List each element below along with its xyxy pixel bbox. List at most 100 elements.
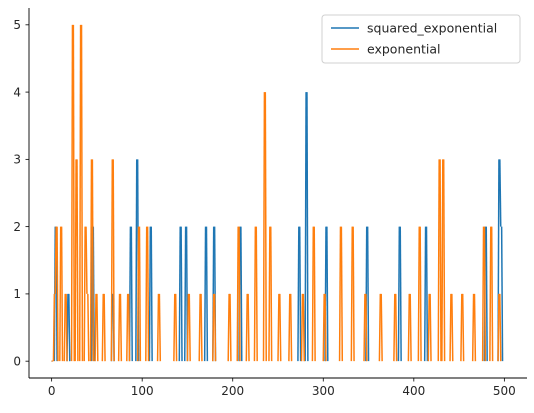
series-exponential-segment-96 <box>499 293 502 362</box>
series-exponential-segment-83 <box>441 159 444 362</box>
series-exponential-segment-73 <box>393 293 396 362</box>
series-exponential-segment-78 <box>419 226 422 362</box>
series-squared_exponential-segment-33 <box>397 226 401 362</box>
series-exponential <box>51 24 502 362</box>
series-exponential-segment-29 <box>136 226 140 362</box>
series-squared_exponential-segment-32 <box>366 226 370 362</box>
series-exponential-segment-33 <box>156 293 160 362</box>
series-squared_exponential-segment-27 <box>304 92 307 362</box>
series-exponential-segment-9 <box>72 24 76 362</box>
series-exponential-segment-47 <box>245 293 248 362</box>
series-squared_exponential-segment-34 <box>399 226 402 362</box>
series-exponential-segment-64 <box>324 293 327 362</box>
series-exponential-segment-37 <box>186 293 190 362</box>
series-exponential-segment-55 <box>277 293 280 362</box>
series-exponential-segment-26 <box>119 293 123 362</box>
series-squared_exponential-segment-11 <box>135 159 138 362</box>
series-exponential-segment-38 <box>188 293 191 362</box>
y-tick-label: 5 <box>13 18 21 32</box>
series-exponential-segment-63 <box>322 293 325 362</box>
y-tick-label: 4 <box>13 85 21 99</box>
series-exponential-segment-23 <box>110 159 114 362</box>
x-tick-label: 200 <box>221 384 244 398</box>
y-axis-ticks: 0 1 2 3 4 5 <box>13 18 29 368</box>
series-exponential-segment-57 <box>288 293 291 362</box>
series-exponential-segment-70 <box>365 293 368 362</box>
series-exponential-segment-14 <box>83 226 86 362</box>
x-axis-ticks: 0 100 200 300 400 500 <box>48 378 516 398</box>
series-exponential-segment-49 <box>253 226 257 362</box>
series-exponential-segment-42 <box>213 293 217 362</box>
series-exponential-segment-25 <box>117 293 121 362</box>
series-exponential-segment-43 <box>227 293 230 362</box>
series-squared_exponential-segment-17 <box>183 226 187 362</box>
series-exponential-segment-52 <box>264 92 267 362</box>
series-exponential-segment-30 <box>138 226 142 362</box>
series-exponential-segment-35 <box>173 293 176 362</box>
series-squared_exponential-segment-30 <box>326 226 329 362</box>
series-squared_exponential-segment-20 <box>205 226 209 362</box>
series-exponential-segment-66 <box>340 226 344 362</box>
series-exponential-segment-8 <box>70 24 74 362</box>
series-exponential-segment-59 <box>300 293 304 362</box>
x-tick-label: 400 <box>402 384 425 398</box>
series-exponential-segment-3 <box>56 226 59 362</box>
series-squared_exponential-segment-16 <box>180 226 183 362</box>
series-exponential-segment-41 <box>212 293 215 362</box>
series-exponential-segment-56 <box>279 293 282 362</box>
series-squared_exponential-segment-35 <box>423 226 427 362</box>
series-squared_exponential-segment-28 <box>306 92 309 362</box>
series-exponential-segment-27 <box>126 293 129 362</box>
series-exponential-segment-46 <box>238 226 241 362</box>
series-exponential-segment-15 <box>85 226 88 294</box>
series-squared_exponential-segment-24 <box>240 226 243 362</box>
series-exponential-segment-61 <box>311 226 315 362</box>
series-squared_exponential-segment-40 <box>499 159 502 227</box>
x-tick-label: 500 <box>493 384 516 398</box>
series-squared_exponential-segment-15 <box>178 226 181 362</box>
series-exponential-segment-80 <box>429 293 432 362</box>
series-exponential-segment-81 <box>437 159 440 362</box>
series-squared_exponential-segment-10 <box>130 226 133 362</box>
series-squared_exponential-segment-36 <box>425 226 429 362</box>
series-squared_exponential-segment-19 <box>203 226 207 362</box>
series-exponential-segment-39 <box>198 293 201 362</box>
series-exponential-segment-4 <box>59 226 62 362</box>
series-squared_exponential-segment-1 <box>53 226 57 362</box>
series-exponential-segment-34 <box>158 293 162 362</box>
series-exponential-segment-2 <box>54 226 57 294</box>
series-exponential-segment-54 <box>270 226 273 362</box>
series-exponential-segment-50 <box>255 226 258 362</box>
series-squared_exponential-segment-26 <box>298 226 302 362</box>
series-exponential-segment-53 <box>268 226 271 362</box>
series-exponential-segment-95 <box>497 293 500 362</box>
series-exponential-segment-10 <box>74 159 77 362</box>
series-exponential-segment-75 <box>407 293 411 362</box>
series-exponential-segment-32 <box>146 226 150 362</box>
series-squared_exponential-segment-4 <box>68 293 71 362</box>
legend-label-squared_exponential: squared_exponential <box>367 21 497 36</box>
series-exponential-segment-77 <box>417 226 420 362</box>
series-exponential-segment-24 <box>112 159 115 362</box>
series-squared_exponential-segment-14 <box>150 226 153 362</box>
series-exponential-segment-17 <box>89 159 93 362</box>
series-exponential-segment-89 <box>471 293 475 362</box>
series-exponential-segment-45 <box>236 226 239 362</box>
series-exponential-segment-21 <box>101 293 104 362</box>
series-exponential-segment-79 <box>427 293 430 362</box>
series-exponential-segment-88 <box>461 293 465 362</box>
series-exponential-segment-69 <box>363 293 366 362</box>
series-exponential-segment-40 <box>200 293 203 362</box>
series-exponential-segment-90 <box>473 293 477 362</box>
series-exponential-segment-22 <box>103 293 106 362</box>
series-exponential-segment-1 <box>52 293 56 362</box>
series-exponential-segment-48 <box>247 293 250 362</box>
series-exponential-segment-31 <box>145 226 148 362</box>
series-exponential-segment-7 <box>65 293 68 362</box>
series-exponential-segment-13 <box>80 24 84 362</box>
y-tick-label: 2 <box>13 220 21 234</box>
series-exponential-segment-19 <box>94 293 97 362</box>
series-exponential-segment-76 <box>409 293 412 362</box>
series-exponential-segment-74 <box>394 293 398 362</box>
series-exponential-segment-51 <box>262 92 266 362</box>
